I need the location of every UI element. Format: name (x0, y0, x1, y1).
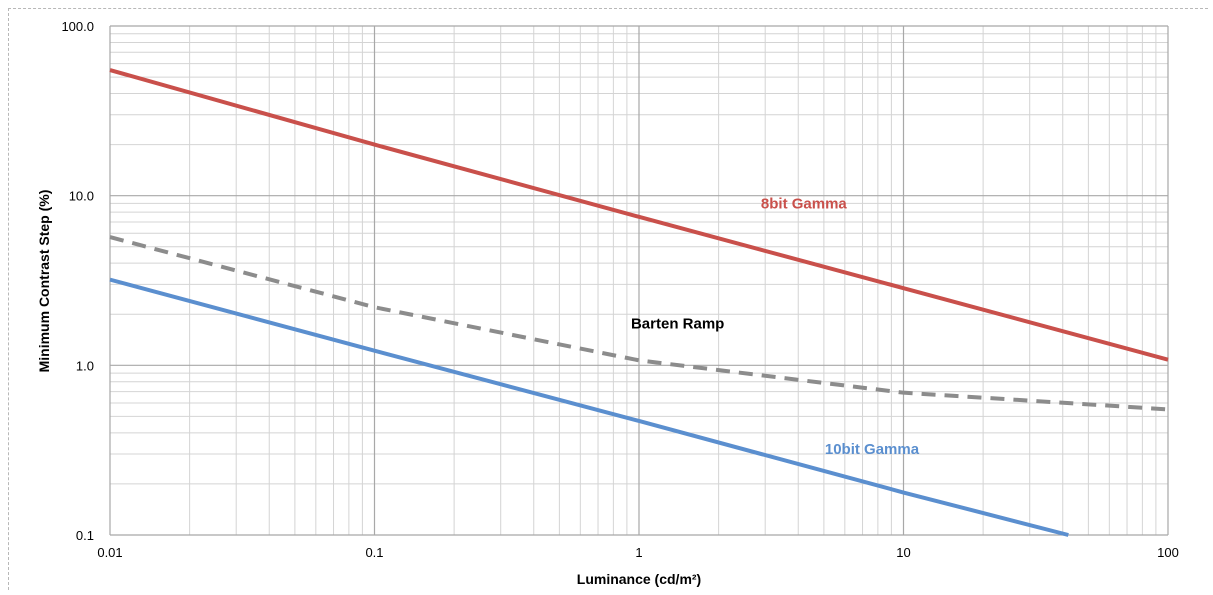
series-line-8bit-gamma (109, 68, 1169, 362)
x-tick-label: 1 (635, 545, 642, 560)
series-line-barten-ramp (109, 235, 1169, 412)
x-tick-label: 10 (896, 545, 910, 560)
minor-gridlines (110, 26, 1168, 535)
y-tick-label: 0.1 (76, 528, 94, 543)
x-tick-label: 100 (1157, 545, 1179, 560)
series-annotations: 8bit Gamma Barten Ramp 10bit Gamma (631, 196, 920, 459)
y-tick-label: 100.0 (61, 19, 94, 34)
y-axis-title: Minimum Contrast Step (%) (36, 190, 52, 373)
label-10bit-gamma: 10bit Gamma (825, 441, 920, 458)
major-gridlines (109, 25, 1169, 536)
x-axis-title: Luminance (cd/m²) (577, 571, 701, 587)
y-tick-label: 1.0 (76, 358, 94, 373)
x-tick-labels: 0.01 0.1 1 10 100 (97, 545, 1179, 560)
chart-frame (8, 8, 1208, 590)
y-tick-labels: 0.1 1.0 10.0 100.0 (61, 19, 94, 543)
y-tick-label: 10.0 (69, 189, 94, 204)
x-tick-label: 0.01 (97, 545, 122, 560)
label-barten-ramp: Barten Ramp (631, 315, 724, 332)
label-8bit-gamma: 8bit Gamma (761, 196, 848, 213)
series-line-10bit-gamma (109, 277, 1069, 537)
series-lines (109, 68, 1169, 537)
x-tick-label: 0.1 (365, 545, 383, 560)
